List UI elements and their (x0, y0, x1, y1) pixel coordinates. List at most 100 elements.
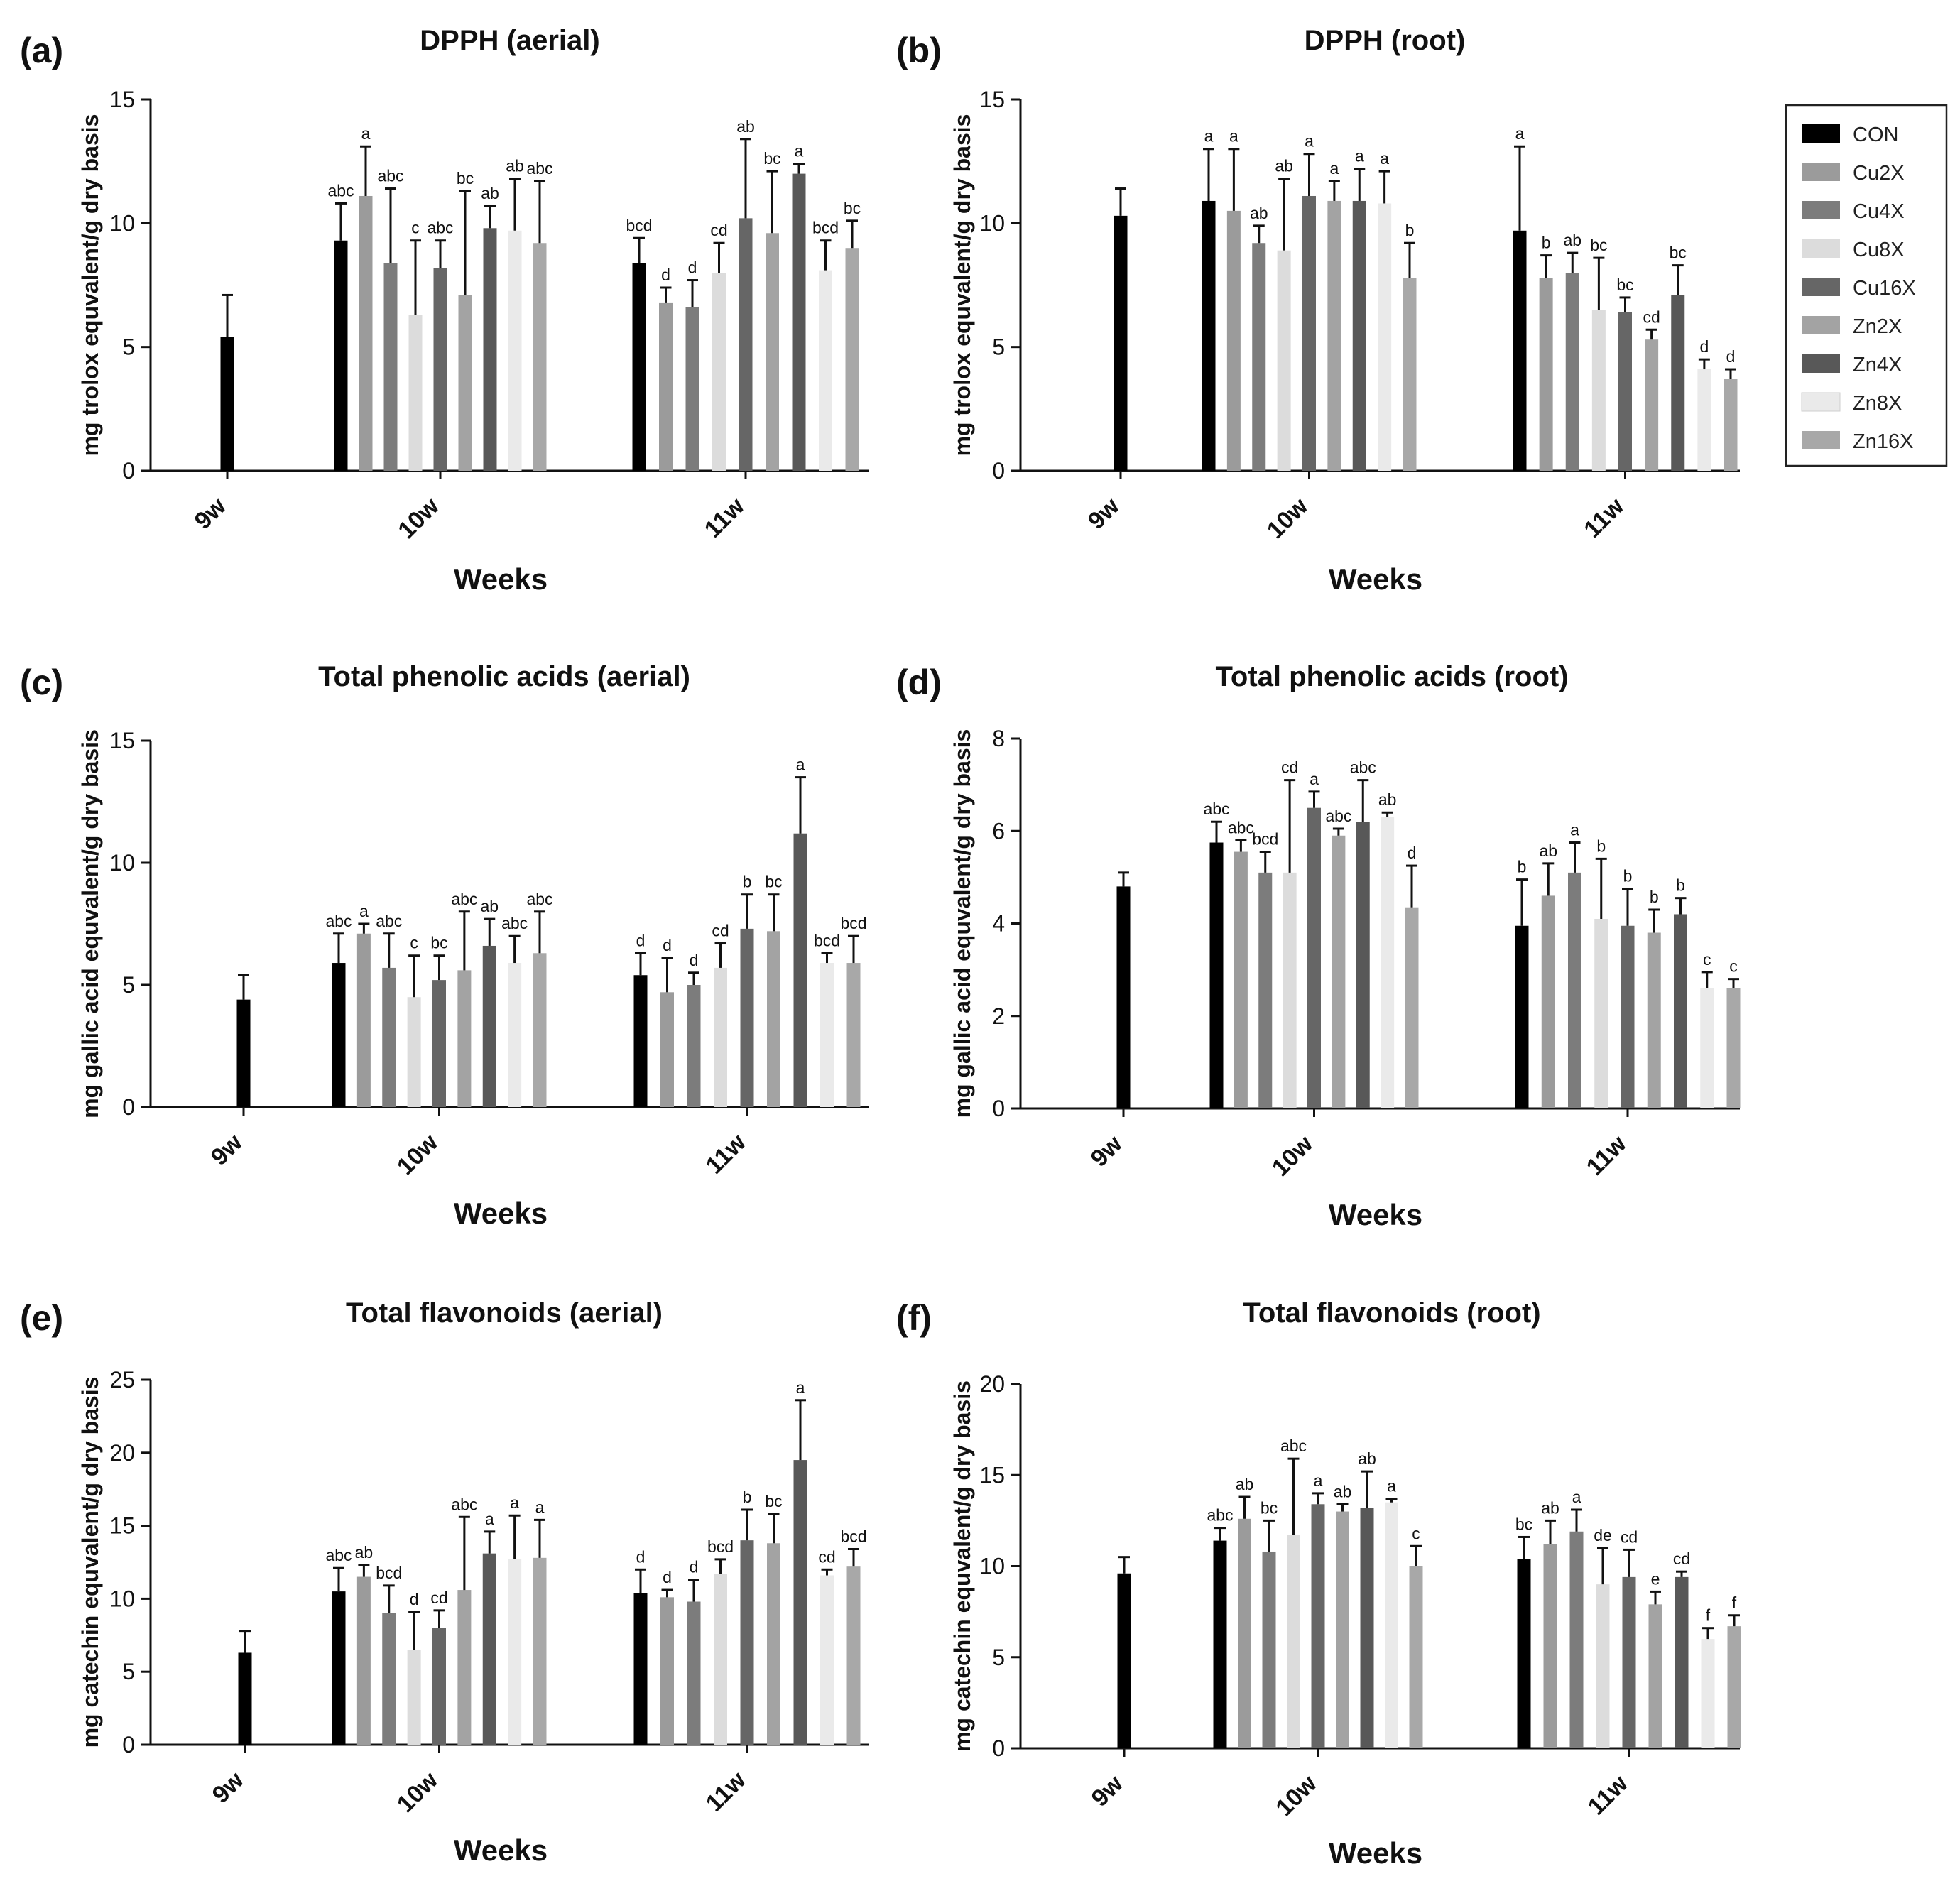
y-tick-label: 6 (992, 818, 1005, 844)
bar (1283, 872, 1297, 1108)
bar (1356, 822, 1370, 1108)
significance-letter: cd (712, 922, 729, 940)
significance-letter: a (1310, 770, 1319, 788)
x-tick-label: 11w (701, 1128, 751, 1179)
significance-letter: b (1650, 888, 1659, 906)
bar (508, 1559, 522, 1745)
significance-letter: f (1706, 1606, 1711, 1625)
bar (1116, 886, 1131, 1108)
significance-letter: b (1596, 836, 1606, 855)
x-tick-label: 11w (701, 1766, 751, 1816)
bar (332, 1591, 346, 1745)
bar (1701, 1639, 1715, 1748)
bar (1700, 988, 1714, 1108)
bar (1647, 932, 1661, 1108)
significance-letter: abc (377, 167, 403, 185)
bar (1287, 1535, 1300, 1748)
bar (1202, 200, 1216, 471)
y-tick-label: 0 (992, 1735, 1005, 1761)
significance-letter: c (1729, 957, 1738, 976)
significance-letter: ab (506, 157, 524, 175)
bar (1596, 1584, 1610, 1748)
panels-layer: (a) DPPH (aerial) mg trolox equvalent/g dr… (20, 25, 1741, 1870)
significance-letter: bc (765, 1492, 782, 1510)
x-tick-label: 10w (393, 492, 445, 544)
y-tick-label: 15 (979, 1462, 1005, 1488)
bar (820, 963, 834, 1107)
x-axis-label: Weeks (1329, 1836, 1422, 1870)
bar (685, 307, 699, 471)
significance-letter: a (796, 1378, 805, 1397)
significance-letter: abc (451, 890, 477, 908)
panel-label: (c) (20, 663, 63, 702)
bar (1517, 1559, 1531, 1748)
bar (1385, 1502, 1398, 1748)
significance-letter: ab (736, 117, 755, 136)
significance-letter: a (796, 756, 805, 774)
significance-letter: c (411, 219, 420, 237)
significance-letter: bcd (812, 219, 839, 237)
bar (846, 1566, 861, 1745)
significance-letter: abc (501, 914, 528, 932)
significance-letter: bcd (707, 1537, 734, 1556)
y-tick-label: 5 (122, 334, 135, 360)
y-tick-label: 10 (109, 850, 135, 876)
significance-letter: abc (526, 890, 552, 908)
significance-letter: cd (710, 221, 727, 239)
y-axis-label: mg trolox equvalent/g dry basis (949, 114, 975, 457)
significance-letter: a (1229, 127, 1238, 146)
legend-label: Zn16X (1853, 430, 1913, 453)
x-tick-label: 9w (1086, 1130, 1128, 1172)
y-tick-label: 10 (979, 210, 1005, 236)
bar (767, 931, 780, 1107)
significance-letter: bc (1670, 244, 1687, 262)
bar (1671, 295, 1685, 471)
significance-letter: d (663, 1568, 672, 1586)
bar (1543, 1544, 1557, 1748)
bar (1262, 1551, 1276, 1748)
significance-letter: ab (1275, 157, 1293, 175)
significance-letter: cd (1281, 758, 1298, 777)
significance-letter: d (1726, 347, 1736, 366)
y-axis-label: mg catechin equvalent/g dry basis (77, 1377, 103, 1748)
significance-letter: a (1387, 1477, 1396, 1495)
bar (714, 1574, 727, 1745)
significance-letter: c (410, 934, 418, 952)
y-tick-label: 10 (109, 210, 135, 236)
panel-title: Total flavonoids (aerial) (346, 1297, 663, 1329)
bar (1226, 210, 1241, 471)
bar (1515, 925, 1529, 1108)
significance-letter: cd (1643, 307, 1660, 326)
bar (1252, 243, 1266, 471)
legend-swatch (1802, 278, 1840, 296)
significance-letter: d (661, 266, 670, 284)
bar (1648, 1604, 1662, 1748)
significance-letter: bcd (814, 931, 840, 949)
significance-letter: bc (1515, 1515, 1532, 1533)
panel-1: (b) DPPH (root) mg trolox equvalent/g dry … (896, 25, 1740, 596)
x-tick-label: 10w (1270, 1770, 1322, 1821)
bar (660, 1597, 674, 1745)
significance-letter: bc (765, 873, 782, 891)
bar (1591, 310, 1606, 471)
significance-letter: b (1623, 867, 1633, 885)
bar (740, 928, 754, 1107)
bar (1352, 200, 1366, 471)
significance-letter: d (690, 1558, 699, 1576)
bar (408, 315, 423, 471)
bar (1622, 1576, 1636, 1748)
significance-letter: cd (1621, 1527, 1638, 1546)
y-axis-label: mg gallic acid equvalent/g dry basis (77, 729, 103, 1118)
panel-title: Total flavonoids (root) (1243, 1297, 1540, 1329)
x-tick-label: 9w (206, 1128, 248, 1170)
significance-letter: a (1329, 159, 1339, 178)
panel-3: (d) Total phenolic acids (root) mg gallic … (896, 661, 1741, 1231)
x-axis-label: Weeks (454, 562, 548, 596)
legend-label: Zn4X (1853, 354, 1902, 376)
bar (359, 195, 373, 471)
bar (660, 992, 674, 1107)
legend-label: Zn8X (1853, 392, 1902, 415)
bar (356, 933, 371, 1107)
significance-letter: abc (325, 912, 352, 930)
significance-letter: abc (327, 181, 354, 200)
